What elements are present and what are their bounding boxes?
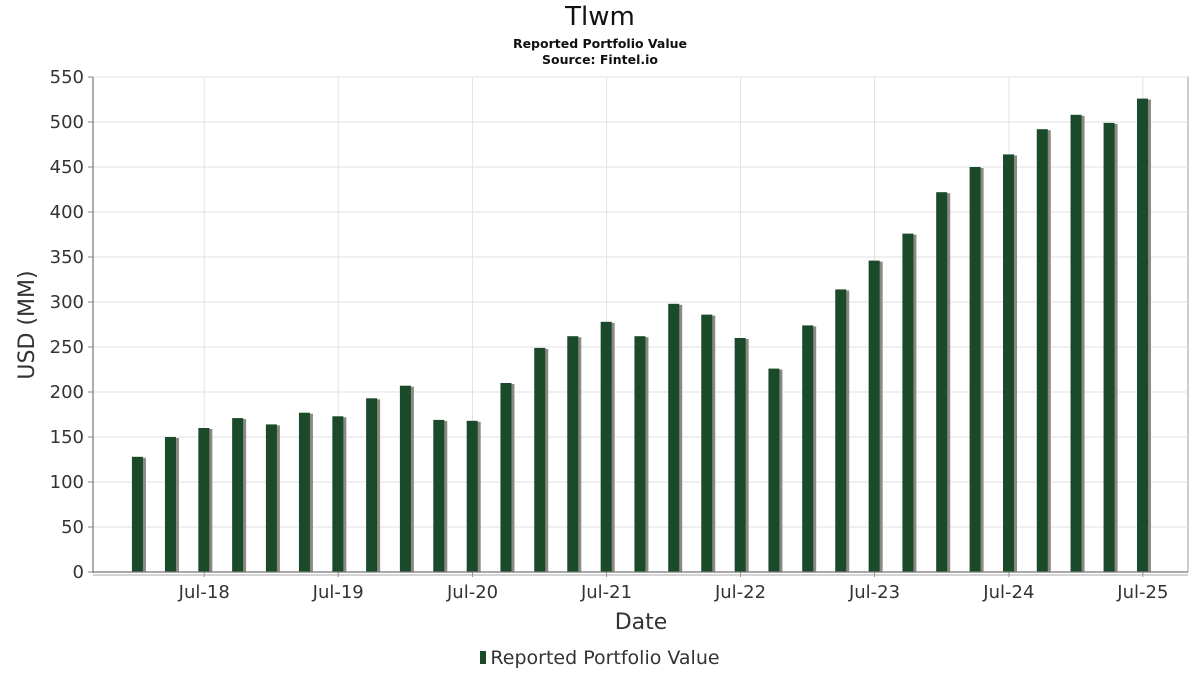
x-tick-label: Jul-21	[580, 582, 632, 603]
y-tick-label: 300	[50, 292, 84, 313]
bar	[734, 338, 746, 572]
y-tick-label: 100	[50, 472, 84, 493]
y-tick-label: 50	[61, 517, 84, 538]
bar	[902, 233, 914, 572]
x-tick-label: Jul-20	[446, 582, 498, 603]
bar	[634, 336, 646, 572]
bar	[1070, 114, 1082, 573]
bar	[868, 260, 880, 572]
x-tick-label: Jul-23	[848, 582, 900, 603]
legend: Reported Portfolio Value	[0, 647, 1200, 669]
bar	[936, 192, 948, 572]
bars	[131, 98, 1151, 573]
x-tick-label: Jul-18	[178, 582, 230, 603]
x-tick-label: Jul-24	[982, 582, 1034, 603]
y-tick-label: 200	[50, 382, 84, 403]
y-tick-label: 400	[50, 202, 84, 223]
bar	[600, 321, 612, 572]
chart-title: Tlwm	[565, 2, 635, 32]
bar	[1136, 98, 1148, 572]
x-tick-label: Jul-19	[312, 582, 364, 603]
y-tick-label: 250	[50, 337, 84, 358]
bar	[332, 416, 344, 572]
bar	[668, 303, 680, 572]
legend-label: Reported Portfolio Value	[490, 647, 720, 669]
chart-source: Source: Fintel.io	[542, 52, 658, 67]
bar	[131, 456, 143, 572]
y-axis-title: USD (MM)	[15, 270, 40, 379]
x-tick-label: Jul-22	[714, 582, 766, 603]
legend-swatch	[480, 651, 487, 664]
bar	[1103, 122, 1115, 573]
y-tick-label: 350	[50, 247, 84, 268]
bar	[164, 437, 176, 572]
x-tick-label: Jul-25	[1116, 582, 1168, 603]
y-tick-label: 0	[73, 562, 84, 583]
x-axis-title: Date	[615, 610, 668, 635]
bar	[433, 419, 445, 572]
bar	[500, 383, 512, 572]
bar	[1036, 129, 1048, 572]
bar	[969, 167, 981, 572]
chart-subtitle: Reported Portfolio Value	[512, 36, 688, 51]
bar	[534, 347, 546, 572]
axes: 0 50 100 150 200 250 300 350 400 450 500 550 Jul-18 J…	[50, 67, 1188, 603]
bar	[366, 398, 378, 572]
bar	[399, 385, 411, 572]
bar	[298, 412, 310, 572]
bar	[701, 314, 713, 572]
bar	[265, 424, 277, 572]
bar	[567, 336, 579, 572]
bar	[466, 420, 478, 572]
bar	[198, 428, 210, 572]
bar	[768, 368, 780, 572]
bar	[835, 289, 847, 572]
y-tick-label: 550	[50, 67, 84, 88]
y-tick-label: 500	[50, 112, 84, 133]
bar	[232, 418, 244, 572]
y-tick-label: 450	[50, 157, 84, 178]
bar	[1002, 154, 1014, 572]
y-tick-label: 150	[50, 427, 84, 448]
bar	[802, 325, 814, 572]
